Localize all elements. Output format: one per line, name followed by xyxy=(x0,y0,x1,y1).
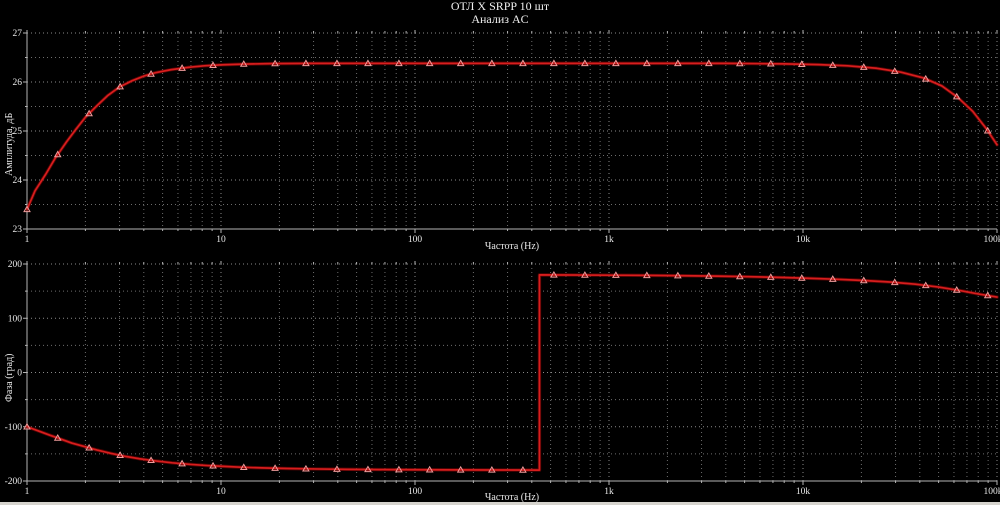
x-tick-label: 100 xyxy=(408,235,423,245)
x-tick-label: 100k xyxy=(984,487,1000,497)
amplitude-response-markers xyxy=(23,59,992,213)
chart-subtitle: Анализ AC xyxy=(471,12,529,27)
axes xyxy=(23,30,998,233)
phase-ylabel: Фаза (град) xyxy=(4,353,15,402)
grid xyxy=(26,263,998,482)
amplitude-response-chart: 27 26 25 24 231 10 100 1k 10k 100k xyxy=(13,29,1000,245)
x-tick-label: 10k xyxy=(796,487,811,497)
y-tick-label: 27 xyxy=(13,29,23,39)
y-tick-label: -200 xyxy=(5,477,23,487)
y-tick-label: 26 xyxy=(13,78,23,88)
chart-title: ОТЛ X SRPP 10 шт xyxy=(450,0,550,13)
x-tick-label: 10k xyxy=(796,235,811,245)
phase-xlabel: Частота (Hz) xyxy=(484,492,540,503)
x-tick-label: 10 xyxy=(216,235,226,245)
axes xyxy=(23,261,998,485)
plot-header: ОТЛ X SRPP 10 шт Анализ AC xyxy=(0,0,1000,26)
y-tick-label: 0 xyxy=(17,369,22,379)
amplitude-response-curve xyxy=(25,61,999,212)
amplitude-xlabel: Частота (Hz) xyxy=(484,241,540,252)
x-tick-label: 1k xyxy=(604,487,614,497)
amplitude-ylabel: Амплитуда, дБ xyxy=(4,112,15,176)
x-tick-label: 1k xyxy=(604,235,614,245)
phase-response-curve xyxy=(25,273,999,472)
y-tick-label: 24 xyxy=(13,176,23,186)
x-tick-label: 100k xyxy=(984,235,1000,245)
x-tick-label: 100 xyxy=(408,487,423,497)
y-tick-label: -100 xyxy=(5,423,23,433)
x-tick-label: 1 xyxy=(25,487,30,497)
x-tick-label: 1 xyxy=(25,235,30,245)
x-tick-label: 10 xyxy=(216,487,226,497)
y-tick-label: 25 xyxy=(13,127,23,137)
y-tick-label: 100 xyxy=(8,314,23,324)
window-bottom-edge xyxy=(0,502,1000,505)
grid xyxy=(26,32,998,230)
y-tick-label: 23 xyxy=(13,225,23,235)
tick-labels: 27 26 25 24 231 10 100 1k 10k 100k xyxy=(13,29,1000,245)
phase-response-markers xyxy=(23,270,992,473)
y-tick-label: 200 xyxy=(8,260,23,270)
